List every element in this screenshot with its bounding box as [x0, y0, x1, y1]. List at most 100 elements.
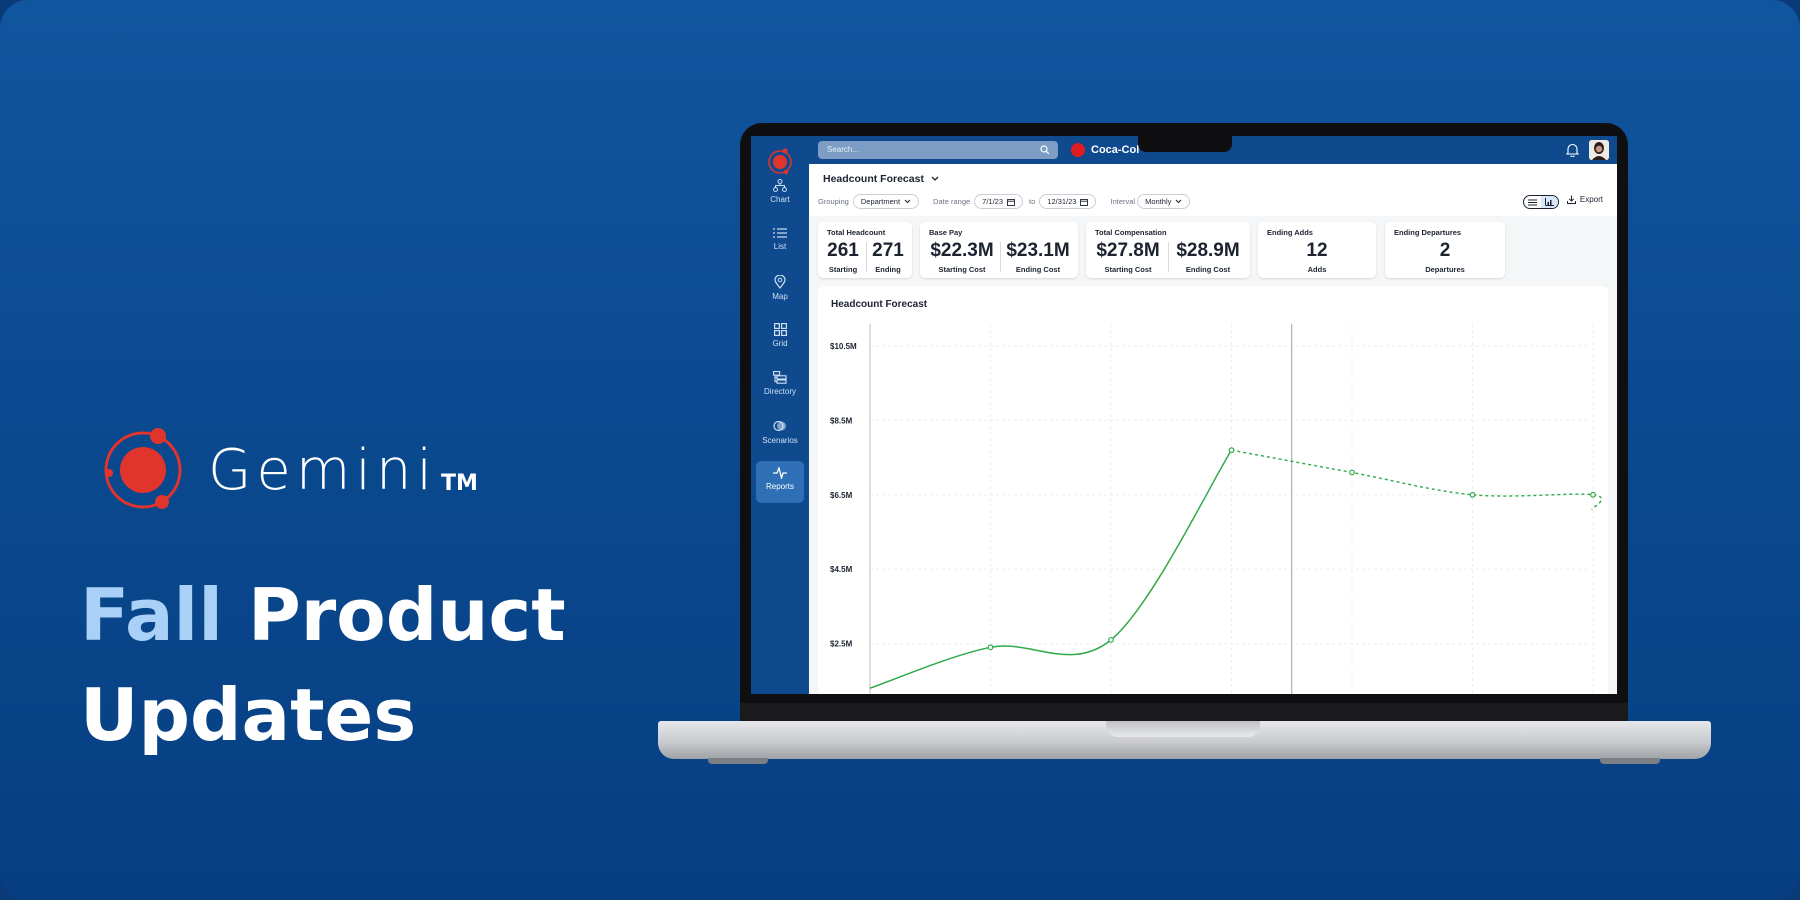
bar-chart-icon: [1545, 198, 1554, 206]
date-to-value: 12/31/23: [1047, 197, 1077, 206]
kpi-sublabel: Starting: [828, 265, 858, 274]
sidebar-item-label: Chart: [770, 195, 790, 204]
search-placeholder: Search...: [827, 145, 860, 154]
gemini-logo-icon: [104, 428, 182, 509]
user-avatar[interactable]: [1589, 140, 1609, 160]
main-content: Headcount Forecast Grouping Department D…: [809, 164, 1617, 694]
kpi-title: Ending Departures: [1394, 228, 1462, 237]
directory-icon: [756, 371, 804, 384]
actual-data-point: [1108, 636, 1114, 643]
sidebar-item-list[interactable]: List: [756, 221, 804, 263]
kpi-title: Total Headcount: [827, 228, 886, 237]
kpi-ending-departures: Ending Departures 2 Departures: [1385, 222, 1505, 278]
sidebar-item-chart[interactable]: Chart: [756, 173, 804, 215]
company-logo-icon: [1071, 143, 1085, 157]
kpi-sublabel: Starting Cost: [1104, 265, 1152, 274]
laptop-hinge: [740, 703, 1628, 721]
kpi-sublabel: Ending Cost: [1185, 265, 1231, 274]
export-label: Export: [1579, 195, 1603, 204]
kpi-ending-adds: Ending Adds 12 Adds: [1258, 222, 1376, 278]
y-tick-label: $2.5M: [830, 640, 853, 649]
forecast-data-point: [1349, 469, 1355, 476]
headline-accent: Fall: [80, 573, 223, 657]
sidebar-item-reports[interactable]: Reports: [756, 461, 804, 503]
export-button[interactable]: Export: [1566, 195, 1603, 204]
actual-data-point: [1228, 447, 1235, 454]
headline-rest: Product: [222, 573, 566, 657]
kpi-sublabel: Ending Cost: [1015, 265, 1061, 274]
sidebar-item-map[interactable]: Map: [756, 269, 804, 311]
forecast-data-point: [1469, 491, 1476, 498]
page-title: Headcount Forecast: [823, 173, 924, 185]
calendar-icon: [1080, 198, 1089, 206]
grouping-value: Department: [860, 197, 901, 206]
chevron-down-icon: [931, 176, 939, 181]
search-icon[interactable]: [1040, 145, 1050, 155]
company-name: Coca-Col: [1091, 144, 1140, 156]
chart-title: Headcount Forecast: [831, 299, 928, 310]
kpi-value: 261: [827, 240, 859, 261]
y-tick-label: $10.5M: [830, 342, 857, 351]
scenarios-icon: [756, 419, 804, 433]
sidebar-item-label: Directory: [763, 387, 796, 396]
chevron-down-icon: [1175, 199, 1182, 204]
company-switcher[interactable]: Coca-Col: [1071, 141, 1139, 159]
kpi-value: 271: [872, 240, 904, 261]
download-icon: [1566, 195, 1576, 204]
grouping-label: Grouping: [818, 197, 849, 206]
sidebar-item-label: Grid: [772, 339, 788, 348]
bell-icon[interactable]: [1566, 143, 1579, 157]
list-icon: [1528, 199, 1537, 205]
interval-value: Monthly: [1145, 197, 1172, 206]
date-from-input[interactable]: 7/1/23: [974, 194, 1024, 209]
chart-view-button[interactable]: [1541, 196, 1558, 208]
actual-data-point: [987, 644, 994, 651]
report-selector[interactable]: Headcount Forecast: [823, 173, 939, 185]
actual-series-line: [869, 449, 1233, 689]
search-input[interactable]: Search...: [818, 141, 1058, 159]
forecast-series-line: [1231, 449, 1603, 511]
date-to-input[interactable]: 12/31/23: [1039, 194, 1097, 209]
app-screen: Chart List Map Grid Directory Scenarios Report…: [751, 136, 1617, 694]
laptop-opening-lip: [1106, 721, 1260, 737]
sidebar-item-scenarios[interactable]: Scenarios: [756, 413, 804, 455]
kpi-divider: [866, 242, 867, 272]
grid-icon: [756, 323, 804, 336]
forecast-data-point: [1590, 491, 1596, 498]
grouping-select[interactable]: Department: [852, 194, 920, 209]
kpi-sublabel: Starting Cost: [938, 265, 986, 274]
kpi-base-pay: Base Pay $22.3M Starting Cost $23.1M Endin…: [920, 222, 1078, 278]
sidebar-item-label: Reports: [765, 482, 794, 491]
kpi-value: 12: [1306, 240, 1328, 261]
map-pin-icon: [756, 275, 804, 289]
chevron-down-icon: [904, 199, 911, 204]
sidebar: Chart List Map Grid Directory Scenarios Report…: [751, 136, 809, 694]
laptop-foot: [1600, 758, 1660, 764]
kpi-divider: [1000, 242, 1001, 272]
view-toggle: [1523, 195, 1559, 209]
chart-card: Headcount Forecast $10.5M $8.5M $6.5M $4.5M…: [818, 286, 1608, 694]
brand-name: Gemini: [208, 437, 438, 503]
interval-select[interactable]: Monthly: [1137, 194, 1191, 209]
kpi-value: $28.9M: [1176, 240, 1240, 261]
kpi-title: Base Pay: [929, 228, 963, 237]
date-range-label: Date range: [933, 197, 971, 206]
kpi-value: $27.8M: [1096, 240, 1160, 261]
list-icon: [756, 227, 804, 239]
kpi-sublabel: Departures: [1425, 265, 1465, 274]
kpi-value: 2: [1439, 240, 1451, 261]
headline-line2: Updates: [80, 673, 417, 757]
sidebar-item-label: Map: [772, 292, 788, 301]
sidebar-item-directory[interactable]: Directory: [756, 365, 804, 407]
list-view-button[interactable]: [1524, 196, 1541, 208]
app-logo-icon[interactable]: [766, 148, 794, 176]
filter-bar: Grouping Department Date range 7/1/23 to…: [818, 194, 1196, 209]
interval-label: Interval: [1110, 197, 1136, 206]
reports-icon: [756, 467, 804, 479]
kpi-divider: [1168, 242, 1169, 272]
sidebar-item-grid[interactable]: Grid: [756, 317, 804, 359]
kpi-sublabel: Ending: [875, 265, 901, 274]
kpi-value: $23.1M: [1006, 240, 1070, 261]
kpi-title: Total Compensation: [1095, 228, 1167, 237]
org-chart-icon: [756, 179, 804, 192]
